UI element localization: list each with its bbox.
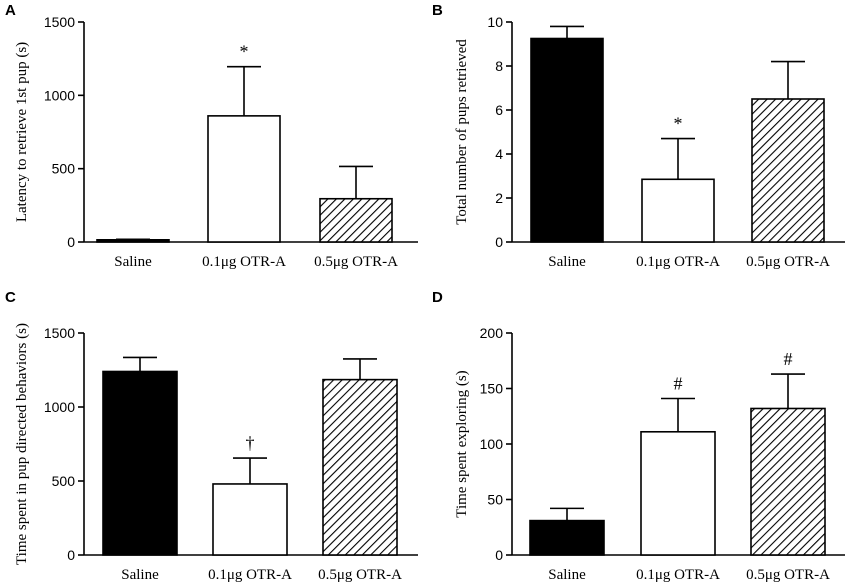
panel-a: A 0 500 1000 1500 Latency to retrieve 1st pup… bbox=[5, 2, 418, 270]
bar-a-2 bbox=[319, 197, 393, 243]
x-category-label: 0.1μg OTR-A bbox=[202, 254, 286, 270]
x-category-label: Saline bbox=[121, 567, 159, 583]
y-tick-label: 0 bbox=[67, 547, 75, 563]
significance-marker: † bbox=[246, 433, 255, 453]
x-category-label: 0.5μg OTR-A bbox=[746, 254, 830, 270]
x-category-label: 0.1μg OTR-A bbox=[636, 567, 720, 583]
y-axis-title: Latency to retrieve 1st pup (s) bbox=[14, 42, 30, 222]
y-tick-label: 1500 bbox=[44, 325, 75, 341]
significance-marker: * bbox=[674, 114, 683, 134]
bar-c-1 bbox=[212, 483, 288, 556]
x-category-label: Saline bbox=[114, 254, 152, 270]
significance-marker: # bbox=[784, 349, 793, 369]
y-tick-label: 1000 bbox=[44, 399, 75, 415]
y-tick-label: 2 bbox=[495, 190, 503, 206]
y-tick-label: 0 bbox=[495, 547, 503, 563]
y-tick-label: 1000 bbox=[44, 87, 75, 103]
bar-d-1 bbox=[640, 430, 716, 556]
bar-c-0 bbox=[102, 370, 178, 556]
panel-letter: A bbox=[5, 2, 16, 19]
panel-letter: D bbox=[432, 289, 443, 306]
x-category-label: 0.5μg OTR-A bbox=[314, 254, 398, 270]
significance-marker: # bbox=[674, 373, 683, 393]
y-tick-label: 50 bbox=[487, 492, 503, 508]
x-category-label: Saline bbox=[548, 567, 586, 583]
x-category-label: Saline bbox=[548, 254, 586, 270]
bar-b-0 bbox=[530, 37, 604, 243]
y-axis-title: Time spent exploring (s) bbox=[454, 370, 470, 517]
y-tick-label: 500 bbox=[52, 473, 76, 489]
x-category-label: 0.1μg OTR-A bbox=[208, 567, 292, 583]
bar-c-2 bbox=[322, 378, 398, 556]
bar-a-1 bbox=[207, 115, 281, 243]
bar-d-2 bbox=[750, 407, 826, 556]
y-tick-label: 10 bbox=[487, 14, 503, 30]
y-tick-label: 200 bbox=[480, 325, 504, 341]
y-tick-label: 500 bbox=[52, 161, 76, 177]
y-tick-label: 100 bbox=[480, 436, 504, 452]
y-tick-label: 0 bbox=[495, 234, 503, 250]
y-tick-label: 0 bbox=[67, 234, 75, 250]
panel-letter: C bbox=[5, 289, 16, 306]
y-tick-label: 1500 bbox=[44, 14, 75, 30]
panel-d: D 0 50 100 150 200 Time spent exploring (s) Sal… bbox=[432, 289, 845, 583]
x-category-label: 0.5μg OTR-A bbox=[318, 567, 402, 583]
y-tick-label: 6 bbox=[495, 102, 503, 118]
y-tick-label: 4 bbox=[495, 146, 503, 162]
x-category-label: 0.5μg OTR-A bbox=[746, 567, 830, 583]
bar-b-1 bbox=[641, 178, 715, 243]
panel-c: C 0 500 1000 1500 Time spent in pup directed … bbox=[5, 289, 418, 583]
panel-b: B 0 2 4 6 8 10 Total number of pups retrieved Sa… bbox=[432, 2, 845, 270]
y-axis-title: Time spent in pup directed behaviors (s) bbox=[14, 323, 30, 565]
bar-d-0 bbox=[529, 519, 605, 556]
y-tick-label: 150 bbox=[480, 381, 504, 397]
bar-a-0 bbox=[96, 239, 170, 243]
panel-letter: B bbox=[432, 2, 443, 19]
y-axis-title: Total number of pups retrieved bbox=[454, 39, 470, 225]
significance-marker: * bbox=[240, 42, 249, 62]
bar-b-2 bbox=[751, 98, 825, 243]
x-category-label: 0.1μg OTR-A bbox=[636, 254, 720, 270]
y-tick-label: 8 bbox=[495, 58, 503, 74]
